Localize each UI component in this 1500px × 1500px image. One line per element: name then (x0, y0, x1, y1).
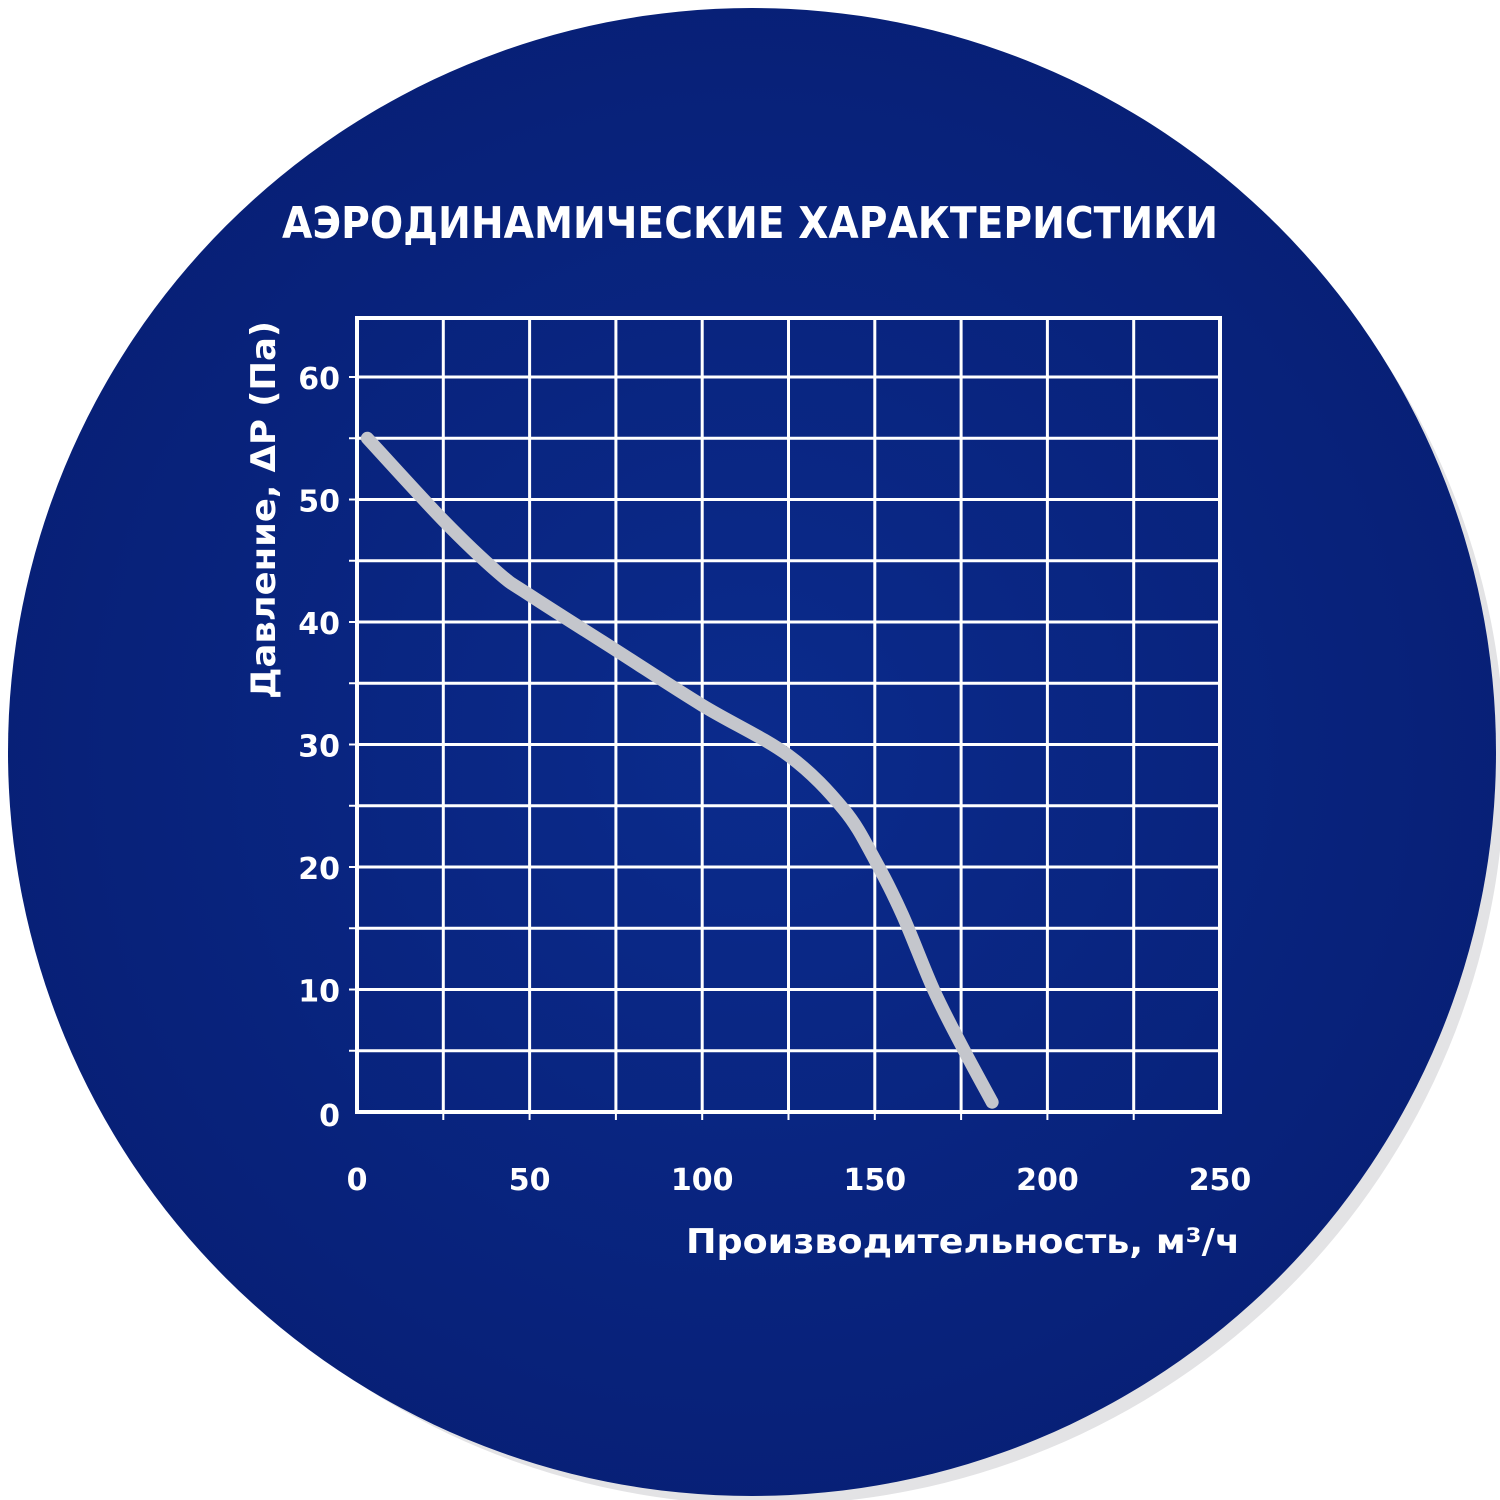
y-tick-label: 10 (298, 975, 340, 1010)
plot-grid (357, 318, 1220, 1112)
x-tick-label: 250 (1189, 1163, 1252, 1198)
x-axis-label: Производительность, м³/ч (686, 1222, 1240, 1262)
y-tick-label: 50 (298, 485, 340, 520)
x-tick-labels: 0 50 100 150 200 250 (347, 1163, 1252, 1198)
x-tick-label: 150 (843, 1163, 906, 1198)
performance-curve (360, 431, 999, 1109)
x-tick-label: 100 (671, 1163, 734, 1198)
x-tick-label: 200 (1016, 1163, 1079, 1198)
y-tick-label: 0 (319, 1099, 340, 1134)
plot-frame (355, 316, 1222, 1114)
x-tick-label: 0 (347, 1163, 368, 1198)
y-tick-label: 20 (298, 852, 340, 887)
y-tick-label: 30 (298, 730, 340, 765)
background-disc (8, 8, 1496, 1496)
chart-title: АЭРОДИНАМИЧЕСКИЕ ХАРАКТЕРИСТИКИ (282, 198, 1218, 249)
y-tick-label: 60 (298, 362, 340, 397)
y-tick-label: 40 (298, 607, 340, 642)
y-tick-labels: 0 10 20 30 40 50 60 (298, 362, 340, 1134)
y-axis-label: Давление, ΔP (Па) (244, 321, 284, 699)
x-tick-label: 50 (509, 1163, 551, 1198)
